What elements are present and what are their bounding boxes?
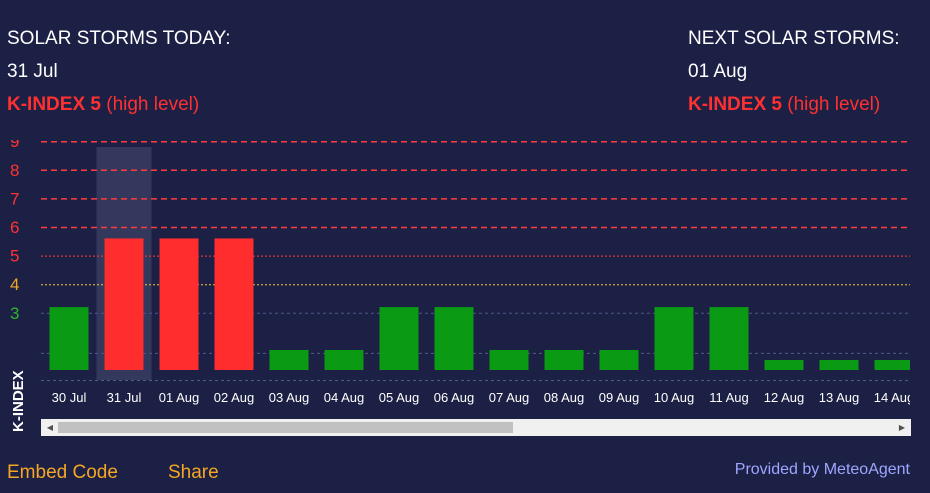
- bar-06-aug: [434, 307, 474, 370]
- bar-13-aug: [819, 359, 859, 370]
- next-kindex: K-INDEX 5 (high level): [688, 88, 900, 121]
- bar-12-aug: [764, 359, 804, 370]
- bar-05-aug: [379, 307, 419, 370]
- x-tick-label: 03 Aug: [269, 390, 310, 405]
- today-kindex-label: K-INDEX 5: [7, 94, 101, 115]
- share-link[interactable]: Share: [168, 462, 219, 483]
- bar-14-aug: [874, 359, 910, 370]
- y-tick-9: 9: [10, 140, 19, 151]
- y-tick-3: 3: [10, 304, 19, 323]
- next-date: 01 Aug: [688, 61, 748, 82]
- y-tick-8: 8: [10, 161, 19, 180]
- today-level: (high level): [106, 94, 200, 115]
- kindex-bar-chart: 3 4 5 6 7 8 9 30 Jul 31 Jul 01 Aug 02 Aug 03 Aug 04…: [10, 140, 915, 405]
- next-panel: NEXT SOLAR STORMS: 01 Aug K-INDEX 5 (hig…: [688, 22, 900, 121]
- x-tick-label: 14 Aug: [874, 390, 915, 405]
- y-axis-label: K-INDEX: [10, 370, 27, 432]
- today-heading: SOLAR STORMS TODAY:: [7, 28, 231, 49]
- bar-07-aug: [489, 349, 529, 370]
- y-tick-6: 6: [10, 218, 19, 237]
- bar-02-aug: [214, 238, 254, 370]
- x-tick-label: 31 Jul: [107, 390, 142, 405]
- y-axis-label-text: K-INDEX: [10, 370, 27, 432]
- scroll-right-arrow[interactable]: ▶: [898, 423, 906, 432]
- scroll-thumb[interactable]: [58, 422, 513, 433]
- x-tick-label: 11 Aug: [709, 390, 749, 405]
- y-tick-7: 7: [10, 189, 19, 208]
- bar-31-jul: [104, 238, 144, 370]
- next-heading: NEXT SOLAR STORMS:: [688, 28, 900, 49]
- x-tick-label: 04 Aug: [324, 390, 365, 405]
- chart-scrollbar[interactable]: ◀ ▶: [41, 419, 911, 436]
- scroll-left-arrow[interactable]: ◀: [46, 423, 54, 432]
- bar-09-aug: [599, 349, 639, 370]
- bar-30-jul: [49, 307, 89, 370]
- x-tick-label: 09 Aug: [599, 390, 640, 405]
- x-tick-label: 05 Aug: [379, 390, 420, 405]
- bar-04-aug: [324, 349, 364, 370]
- bar-03-aug: [269, 349, 309, 370]
- next-level: (high level): [787, 94, 881, 115]
- x-tick-label: 08 Aug: [544, 390, 585, 405]
- x-tick-label: 01 Aug: [159, 390, 200, 405]
- today-date: 31 Jul: [7, 61, 58, 82]
- bar-08-aug: [544, 349, 584, 370]
- bar-01-aug: [159, 238, 199, 370]
- x-tick-label: 02 Aug: [214, 390, 255, 405]
- x-tick-label: 13 Aug: [819, 390, 860, 405]
- x-tick-label: 07 Aug: [489, 390, 530, 405]
- x-tick-label: 10 Aug: [654, 390, 695, 405]
- bar-10-aug: [654, 307, 694, 370]
- bar-11-aug: [709, 307, 749, 370]
- y-tick-4: 4: [10, 275, 19, 294]
- embed-code-link[interactable]: Embed Code: [7, 462, 118, 483]
- today-panel: SOLAR STORMS TODAY: 31 Jul K-INDEX 5 (hi…: [7, 22, 231, 121]
- provided-by-link[interactable]: Provided by MeteoAgent: [734, 461, 910, 478]
- x-tick-label: 12 Aug: [764, 390, 805, 405]
- today-kindex: K-INDEX 5 (high level): [7, 88, 231, 121]
- x-tick-label: 06 Aug: [434, 390, 475, 405]
- y-tick-5: 5: [10, 247, 19, 266]
- next-kindex-label: K-INDEX 5: [688, 94, 782, 115]
- x-tick-label: 30 Jul: [52, 390, 87, 405]
